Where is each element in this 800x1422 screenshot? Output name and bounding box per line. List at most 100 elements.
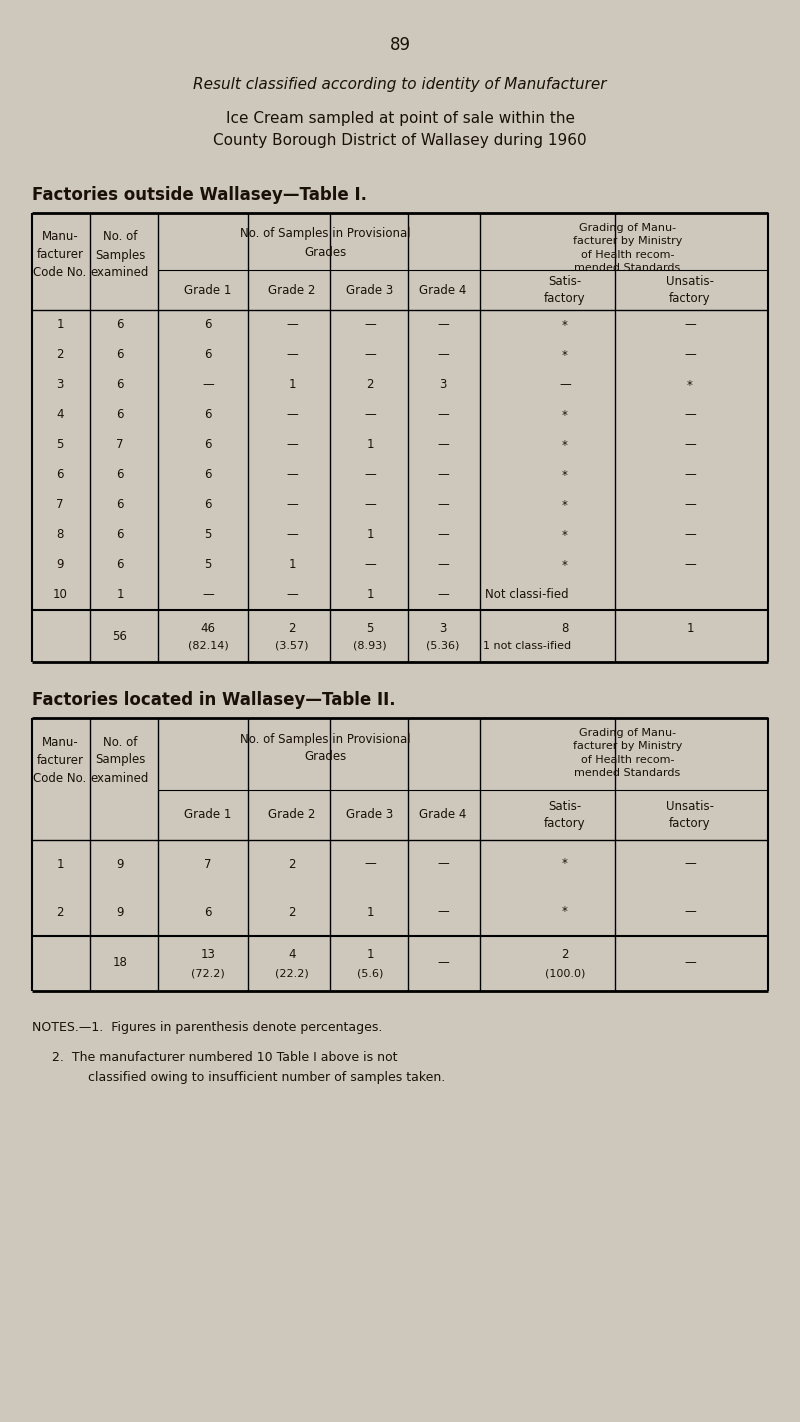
Text: Grade 1: Grade 1 — [184, 283, 232, 297]
Text: —: — — [286, 529, 298, 542]
Text: —: — — [437, 438, 449, 452]
Text: 1: 1 — [366, 948, 374, 961]
Text: 5: 5 — [204, 559, 212, 572]
Text: 2.  The manufacturer numbered 10 Table I above is not: 2. The manufacturer numbered 10 Table I … — [52, 1051, 398, 1064]
Text: *: * — [562, 408, 568, 421]
Text: 6: 6 — [116, 319, 124, 331]
Text: *: * — [687, 378, 693, 391]
Text: —: — — [684, 957, 696, 970]
Text: —: — — [286, 408, 298, 421]
Text: No. of
Samples
examined: No. of Samples examined — [91, 735, 149, 785]
Text: 1 not class­ified: 1 not class­ified — [483, 641, 571, 651]
Text: 6: 6 — [204, 906, 212, 919]
Text: (8.93): (8.93) — [353, 641, 387, 651]
Text: —: — — [286, 468, 298, 482]
Text: —: — — [286, 589, 298, 602]
Text: (22.2): (22.2) — [275, 968, 309, 978]
Text: 2: 2 — [288, 906, 296, 919]
Text: 2: 2 — [288, 857, 296, 870]
Text: (3.57): (3.57) — [275, 641, 309, 651]
Text: 1: 1 — [288, 559, 296, 572]
Text: 2: 2 — [366, 378, 374, 391]
Text: —: — — [202, 378, 214, 391]
Text: —: — — [364, 468, 376, 482]
Text: —: — — [364, 408, 376, 421]
Text: 1: 1 — [366, 589, 374, 602]
Text: 1: 1 — [56, 319, 64, 331]
Text: —: — — [202, 589, 214, 602]
Text: —: — — [437, 906, 449, 919]
Text: —: — — [684, 906, 696, 919]
Text: —: — — [684, 529, 696, 542]
Text: —: — — [364, 559, 376, 572]
Text: 6: 6 — [204, 499, 212, 512]
Text: —: — — [684, 348, 696, 361]
Text: —: — — [364, 319, 376, 331]
Text: 6: 6 — [204, 438, 212, 452]
Text: 9: 9 — [116, 906, 124, 919]
Text: —: — — [684, 499, 696, 512]
Text: 6: 6 — [116, 348, 124, 361]
Text: 5: 5 — [204, 529, 212, 542]
Text: *: * — [562, 857, 568, 870]
Text: Grade 1: Grade 1 — [184, 809, 232, 822]
Text: 1: 1 — [366, 529, 374, 542]
Text: —: — — [684, 468, 696, 482]
Text: Grade 2: Grade 2 — [268, 809, 316, 822]
Text: 9: 9 — [56, 559, 64, 572]
Text: 2: 2 — [562, 948, 569, 961]
Text: 6: 6 — [116, 378, 124, 391]
Text: 6: 6 — [204, 408, 212, 421]
Text: —: — — [286, 438, 298, 452]
Text: Unsatis-
factory: Unsatis- factory — [666, 274, 714, 304]
Text: Satis-
factory: Satis- factory — [544, 274, 586, 304]
Text: 3: 3 — [439, 378, 446, 391]
Text: *: * — [562, 319, 568, 331]
Text: —: — — [437, 529, 449, 542]
Text: Grading of Manu-
facturer by Ministry
of Health recom-
mended Standards: Grading of Manu- facturer by Ministry of… — [573, 728, 682, 778]
Text: 89: 89 — [390, 36, 410, 54]
Text: —: — — [684, 408, 696, 421]
Text: No. of
Samples
examined: No. of Samples examined — [91, 230, 149, 280]
Text: 8: 8 — [56, 529, 64, 542]
Text: —: — — [286, 348, 298, 361]
Text: Grade 4: Grade 4 — [419, 809, 466, 822]
Text: No. of Samples in Provisional
Grades: No. of Samples in Provisional Grades — [240, 228, 411, 259]
Text: No. of Samples in Provisional
Grades: No. of Samples in Provisional Grades — [240, 732, 411, 764]
Text: 6: 6 — [204, 348, 212, 361]
Text: *: * — [562, 529, 568, 542]
Text: 6: 6 — [204, 319, 212, 331]
Text: 1: 1 — [116, 589, 124, 602]
Text: *: * — [562, 348, 568, 361]
Text: —: — — [286, 499, 298, 512]
Text: (82.14): (82.14) — [188, 641, 228, 651]
Text: Manu-
facturer
Code No.: Manu- facturer Code No. — [34, 735, 86, 785]
Text: 1: 1 — [288, 378, 296, 391]
Text: County Borough District of Wallasey during 1960: County Borough District of Wallasey duri… — [213, 132, 587, 148]
Text: 2: 2 — [56, 348, 64, 361]
Text: —: — — [437, 468, 449, 482]
Text: —: — — [437, 408, 449, 421]
Text: *: * — [562, 906, 568, 919]
Text: 7: 7 — [204, 857, 212, 870]
Text: —: — — [437, 857, 449, 870]
Text: (72.2): (72.2) — [191, 968, 225, 978]
Text: —: — — [364, 857, 376, 870]
Text: 56: 56 — [113, 630, 127, 643]
Text: 1: 1 — [56, 857, 64, 870]
Text: (5.6): (5.6) — [357, 968, 383, 978]
Text: classified owing to insufficient number of samples taken.: classified owing to insufficient number … — [52, 1071, 446, 1084]
Text: 3: 3 — [56, 378, 64, 391]
Text: 1: 1 — [366, 906, 374, 919]
Text: Factories outside Wallasey—Table I.: Factories outside Wallasey—Table I. — [32, 186, 367, 203]
Text: 4: 4 — [288, 948, 296, 961]
Text: 9: 9 — [116, 857, 124, 870]
Text: (5.36): (5.36) — [426, 641, 460, 651]
Text: Unsatis-
factory: Unsatis- factory — [666, 801, 714, 830]
Text: —: — — [437, 319, 449, 331]
Text: —: — — [437, 589, 449, 602]
Text: 7: 7 — [116, 438, 124, 452]
Text: 5: 5 — [366, 621, 374, 634]
Text: *: * — [562, 468, 568, 482]
Text: *: * — [562, 559, 568, 572]
